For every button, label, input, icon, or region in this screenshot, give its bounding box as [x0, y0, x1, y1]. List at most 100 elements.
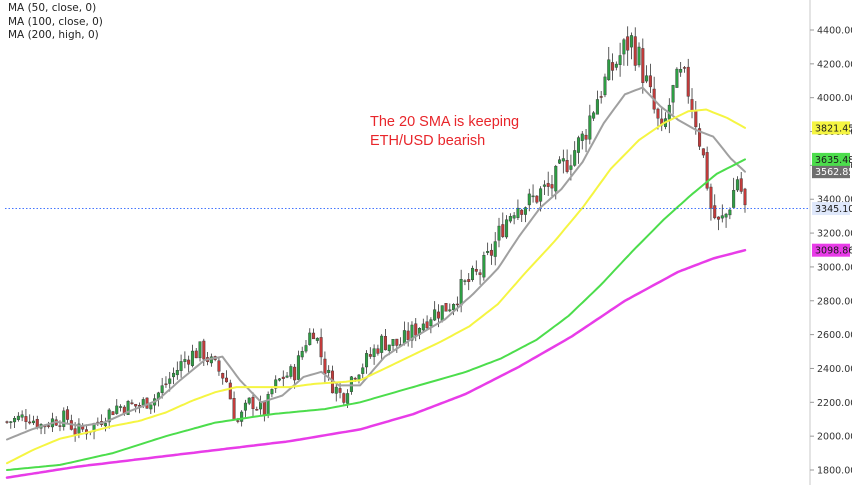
ma-line-ma200 — [5, 248, 747, 479]
candle-body — [471, 267, 475, 281]
candle-body — [270, 389, 274, 395]
moving-averages-layer — [5, 86, 747, 479]
candle-body — [629, 35, 633, 48]
candle-body — [713, 205, 717, 219]
candle-body — [463, 280, 467, 282]
candle-body — [595, 99, 599, 115]
price-label-bg-ma50 — [812, 121, 850, 135]
candle-body — [225, 377, 229, 383]
candle-body — [645, 75, 649, 82]
candles-layer — [5, 26, 747, 442]
candle-body — [402, 330, 406, 344]
candle-body — [172, 372, 176, 378]
candle-body — [436, 311, 440, 319]
candle-body — [20, 414, 24, 418]
y-tick-label: 4400.00 — [817, 26, 852, 37]
candle-body — [115, 405, 119, 414]
candle-body — [682, 67, 686, 69]
candle-body — [546, 183, 550, 187]
candle-body — [357, 374, 361, 380]
candle-body — [444, 303, 448, 312]
ma-line-ma50 — [6, 108, 746, 465]
candle-body — [24, 416, 28, 422]
price-label-bg-ma20 — [812, 165, 850, 179]
candle-body — [319, 337, 323, 358]
candle-body — [520, 209, 524, 215]
candle-body — [376, 348, 380, 354]
candle-body — [289, 366, 293, 377]
candle-body — [190, 350, 194, 366]
candle-body — [569, 165, 573, 170]
candle-body — [701, 148, 705, 156]
candle-body — [694, 110, 698, 128]
candle-body — [47, 425, 51, 427]
candle-body — [675, 68, 679, 88]
candle-body — [580, 133, 584, 141]
candle-body — [603, 76, 607, 96]
candle-body — [508, 216, 512, 222]
candle-body — [505, 219, 509, 238]
candle-body — [13, 418, 17, 423]
current-price-label-bg — [812, 202, 850, 216]
candle-body — [539, 188, 543, 202]
candle-body — [739, 178, 743, 192]
candle-body — [338, 388, 342, 393]
candle-body — [717, 216, 721, 220]
candle-body — [406, 330, 410, 341]
candle-body — [5, 421, 9, 423]
candle-body — [611, 62, 615, 71]
candle-body — [334, 386, 338, 394]
legend-ma200: MA (200, high, 0) — [8, 29, 99, 41]
candle-body — [183, 359, 187, 362]
candle-body — [395, 338, 399, 346]
candle-body — [126, 401, 130, 415]
candle-body — [266, 394, 270, 416]
candle-body — [467, 279, 471, 282]
candle-body — [728, 209, 732, 216]
candle-body — [690, 99, 694, 112]
candle-body — [558, 159, 562, 164]
candle-body — [383, 335, 387, 351]
candle-body — [724, 213, 728, 218]
y-axis: 1800.00 2000.00 2200.00 2400.00 2600.00 2800.… — [809, 0, 852, 485]
candle-body — [16, 415, 20, 420]
candle-body — [493, 241, 497, 257]
y-tick-label: 2200.00 — [817, 398, 852, 409]
candle-body — [425, 321, 429, 329]
candle-body — [327, 369, 331, 373]
candle-body — [523, 207, 527, 215]
candle-body — [308, 332, 312, 345]
candle-body — [221, 373, 225, 379]
price-label-ma20: 3562.85 — [815, 167, 852, 178]
candle-body — [709, 186, 713, 209]
candle-body — [679, 68, 683, 73]
y-tick-label: 3400.00 — [817, 195, 852, 206]
y-tick-label: 2800.00 — [817, 296, 852, 307]
chart-annotation: The 20 SMA is keeping ETH/USD bearish — [370, 113, 519, 151]
candle-body — [368, 354, 372, 357]
price-label-ma50: 3821.45 — [815, 123, 852, 134]
candle-body — [353, 377, 357, 380]
y-tick-label: 2000.00 — [817, 432, 852, 443]
candle-body — [198, 341, 202, 359]
candle-body — [535, 195, 539, 203]
candle-body — [134, 403, 138, 407]
price-label-bg-ma200 — [812, 243, 850, 257]
candle-body — [62, 410, 66, 427]
legend-ma50: MA (50, close, 0) — [8, 2, 97, 14]
candle-body — [103, 423, 107, 427]
candle-body — [149, 404, 153, 410]
candle-body — [440, 305, 444, 321]
candle-body — [573, 150, 577, 166]
candle-body — [228, 382, 232, 400]
candle-body — [599, 96, 603, 98]
y-tick-label: 4200.00 — [817, 59, 852, 70]
candle-body — [296, 355, 300, 380]
candle-body — [633, 36, 637, 66]
candle-body — [342, 393, 346, 403]
candle-body — [179, 361, 183, 371]
candle-body — [119, 406, 123, 408]
candle-body — [414, 323, 418, 336]
candle-body — [372, 348, 376, 357]
